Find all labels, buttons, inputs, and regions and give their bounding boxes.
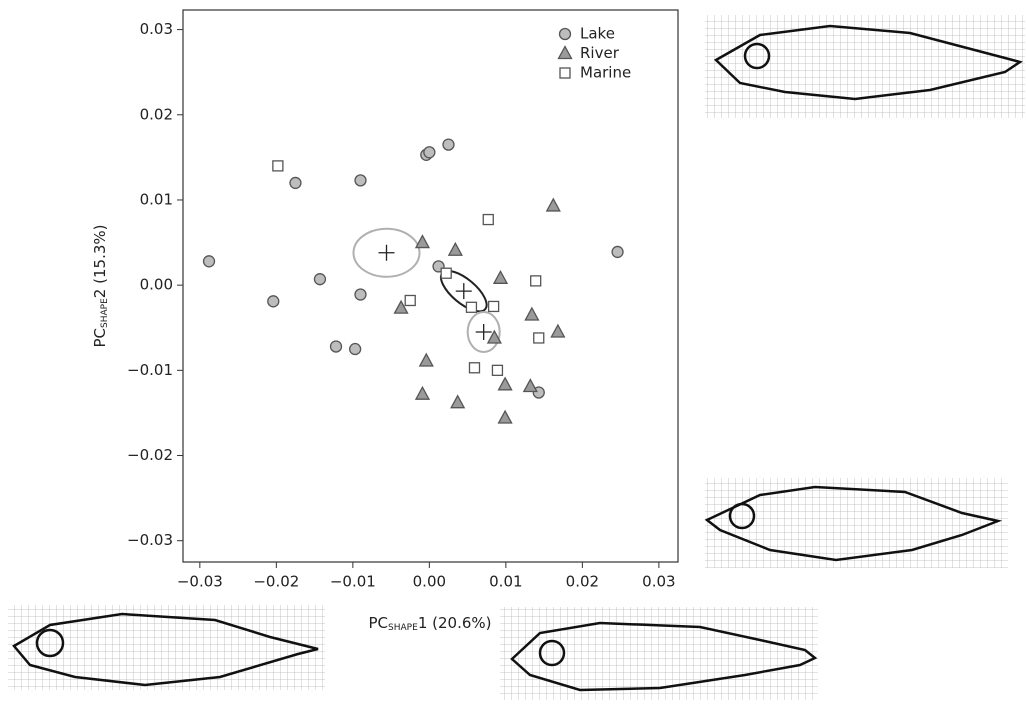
point	[418, 352, 434, 367]
x-tick-label: 0.02	[566, 573, 599, 591]
shape-grid-right	[704, 478, 1008, 568]
point	[202, 255, 216, 268]
point	[530, 275, 542, 287]
point	[404, 294, 416, 307]
y-tick-label: −0.01	[127, 361, 173, 379]
y-tick-label: 0.03	[140, 20, 173, 38]
point	[611, 245, 624, 259]
x-tick-label: −0.03	[177, 573, 223, 591]
point	[482, 213, 494, 226]
centroid-ellipse	[352, 227, 421, 278]
centroid	[455, 283, 472, 300]
point	[267, 295, 280, 308]
point	[329, 340, 343, 353]
shape-grid-bottom-center	[500, 607, 818, 700]
legend-label: River	[580, 44, 620, 62]
point	[550, 323, 566, 338]
point	[465, 301, 478, 313]
point	[354, 288, 367, 301]
point	[497, 409, 513, 424]
point	[354, 174, 367, 187]
x-tick-label: −0.02	[253, 573, 299, 591]
centroid-ellipse	[466, 311, 501, 353]
point	[497, 376, 513, 391]
point	[492, 269, 509, 284]
y-axis-label: PCSHAPE2 (15.3%)	[91, 225, 110, 348]
point	[440, 267, 452, 279]
y-tick-label: −0.02	[127, 446, 173, 464]
point	[491, 364, 504, 376]
plot-frame	[182, 9, 679, 563]
point	[442, 138, 455, 151]
point	[533, 332, 545, 344]
y-tick-label: 0.02	[140, 105, 173, 123]
x-tick-label: 0.03	[642, 573, 675, 591]
point	[450, 394, 466, 409]
point	[487, 300, 500, 313]
y-tick-label: 0.00	[140, 276, 173, 294]
y-tick-label: −0.03	[127, 531, 173, 549]
point	[393, 299, 409, 314]
point	[447, 241, 463, 256]
legend-marker	[557, 45, 573, 60]
shape-grid-top-right	[705, 15, 1025, 118]
x-axis-label: PCSHAPE1 (20.6%)	[369, 614, 492, 633]
x-tick-label: 0.01	[489, 573, 522, 591]
y-tick-label: 0.01	[140, 190, 173, 208]
point	[414, 385, 431, 400]
centroid	[475, 324, 492, 340]
point	[414, 234, 431, 249]
legend-label: Marine	[580, 64, 631, 82]
legend-label: Lake	[580, 25, 615, 43]
point	[272, 160, 284, 172]
point	[524, 306, 540, 321]
point	[468, 362, 481, 374]
legend-marker	[559, 67, 571, 79]
shape-grid-bottom-left	[8, 605, 325, 690]
point	[423, 146, 436, 159]
point	[289, 176, 302, 190]
x-tick-label: 0.00	[413, 573, 446, 591]
point	[486, 329, 502, 344]
point	[313, 273, 327, 286]
point	[545, 197, 561, 212]
legend-marker	[558, 27, 572, 41]
point	[348, 342, 362, 356]
x-tick-label: −0.01	[330, 573, 376, 591]
centroid	[378, 244, 395, 261]
point	[522, 378, 538, 393]
